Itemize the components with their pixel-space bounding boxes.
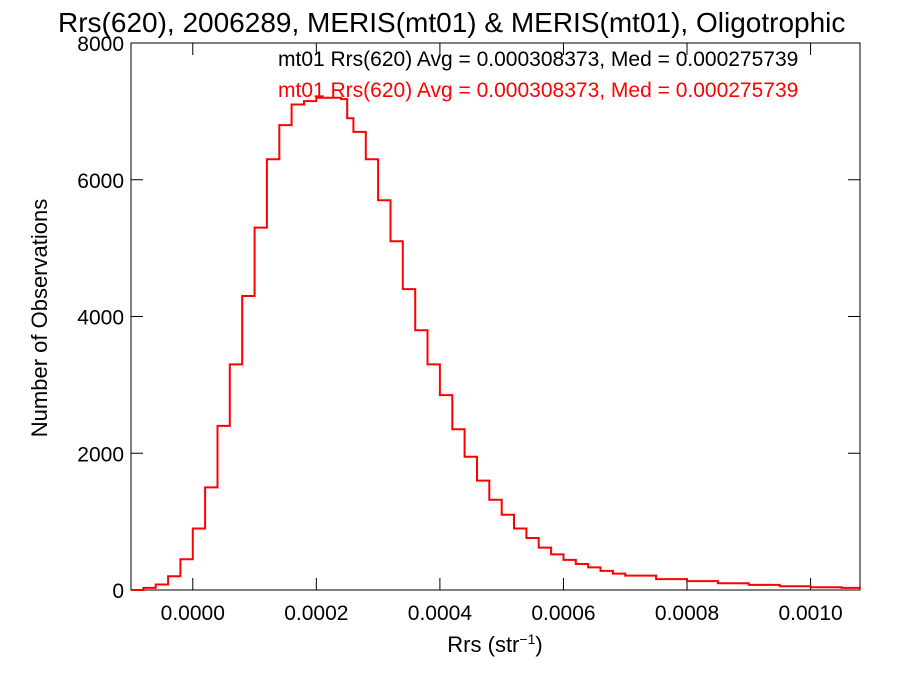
y-axis-ticks <box>131 42 860 591</box>
y-tick-label: 0 <box>112 580 124 603</box>
y-axis-label: Number of Observations <box>27 199 52 437</box>
x-tick-label: 0.0004 <box>408 602 473 625</box>
x-axis-label: Rrs (str−1) <box>447 631 542 657</box>
x-tick-label: 0.0006 <box>531 602 595 625</box>
x-tick-label: 0.0002 <box>284 602 348 625</box>
y-tick-label: 2000 <box>77 443 124 466</box>
stats-annotation-red: mt01 Rrs(620) Avg = 0.000308373, Med = 0… <box>278 79 798 102</box>
y-tick-labels: 0 2000 4000 6000 8000 <box>77 33 124 603</box>
x-tick-label: 0.0010 <box>778 602 842 625</box>
x-tick-label: 0.0000 <box>161 602 225 625</box>
plot-area <box>130 42 861 591</box>
histogram-series-line <box>131 96 861 591</box>
chart-title: Rrs(620), 2006289, MERIS(mt01) & MERIS(m… <box>58 7 845 38</box>
y-tick-label: 6000 <box>77 170 124 193</box>
stats-annotations: mt01 Rrs(620) Avg = 0.000308373, Med = 0… <box>278 48 798 102</box>
plot-frame <box>130 42 861 591</box>
y-tick-label: 4000 <box>77 307 124 330</box>
y-tick-label: 8000 <box>77 33 124 56</box>
x-tick-labels: 0.0000 0.0002 0.0004 0.0006 0.0008 0.0010 <box>161 602 843 625</box>
x-tick-label: 0.0008 <box>655 602 719 625</box>
stats-annotation-black: mt01 Rrs(620) Avg = 0.000308373, Med = 0… <box>278 48 798 71</box>
